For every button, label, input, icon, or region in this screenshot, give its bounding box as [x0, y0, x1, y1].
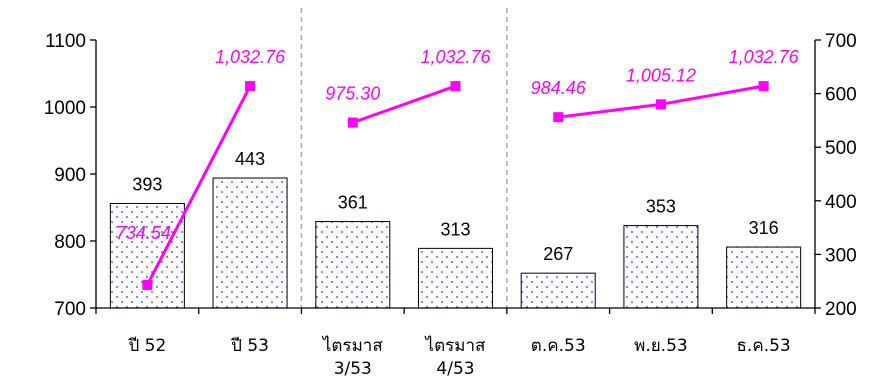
category-label-line-2-0: ไตรมาส	[321, 335, 383, 356]
right-tick-label-0: 200	[825, 299, 857, 320]
bar-2	[315, 221, 391, 309]
right-tick-label-2: 400	[825, 192, 857, 213]
line-value-label-6: 1,032.76	[729, 47, 800, 67]
bar-6	[726, 246, 802, 309]
bar-1	[212, 177, 288, 309]
category-label-line-2-1: 3/53	[334, 359, 372, 379]
right-tick-label-5: 700	[825, 31, 857, 52]
category-label-line-5-0: พ.ย.53	[634, 336, 688, 356]
bar-4	[520, 272, 596, 309]
line-series-segment-0	[146, 85, 252, 286]
bar-0	[109, 202, 185, 309]
labels-layer: 393 443 361 313 267 353 316 734.54 1,032.76 975.3…	[116, 47, 800, 264]
line-marker-3	[450, 81, 461, 92]
category-label-line-3-0: ไตรมาส	[424, 335, 486, 356]
bar-value-label-1: 443	[235, 149, 265, 169]
line-value-label-4: 984.46	[531, 78, 587, 98]
bar-value-label-3: 313	[440, 219, 470, 239]
category-label-4: ต.ค.53	[531, 336, 586, 356]
line-value-label-2: 975.30	[325, 84, 380, 104]
line-layer	[142, 81, 769, 290]
line-marker-4	[553, 112, 564, 123]
left-tick-label-0: 700	[54, 299, 86, 320]
left-tick-label-3: 1000	[44, 98, 86, 119]
separators-layer	[300, 8, 508, 308]
bars-layer	[109, 177, 802, 309]
category-label-3: ไตรมาส 4/53	[424, 335, 486, 379]
right-tick-label-4: 600	[825, 85, 857, 106]
left-tick-label-4: 1100	[45, 31, 86, 52]
category-label-6: ธ.ค.53	[737, 336, 791, 356]
bar-3	[418, 247, 493, 309]
category-label-line-6-0: ธ.ค.53	[737, 336, 791, 356]
line-value-label-0: 734.54	[116, 223, 171, 243]
bar-value-label-5: 353	[646, 197, 676, 217]
bar-value-label-2: 361	[338, 193, 368, 213]
line-marker-5	[655, 99, 666, 110]
line-marker-1	[245, 81, 256, 92]
left-tick-label-1: 800	[54, 232, 86, 253]
bar-value-label-4: 267	[543, 244, 573, 264]
line-series-segment-1	[352, 84, 457, 124]
line-marker-0	[142, 279, 153, 290]
category-label-line-1-0: ปี 53	[230, 336, 269, 356]
category-label-2: ไตรมาส 3/53	[321, 335, 383, 379]
category-label-line-0-0: ปี 52	[128, 336, 167, 356]
right-tick-label-3: 500	[825, 138, 857, 159]
bar-value-label-6: 316	[749, 218, 779, 238]
line-value-label-5: 1,005.12	[626, 65, 696, 85]
line-value-label-1: 1,032.76	[215, 47, 286, 67]
line-marker-6	[758, 81, 769, 92]
category-label-line-4-0: ต.ค.53	[531, 336, 586, 356]
axes-layer: 700 800 900 1000 1100 200 300 400 500 600 700 ปี 52…	[44, 31, 857, 379]
category-label-line-3-1: 4/53	[436, 359, 474, 379]
bar-5	[623, 225, 699, 309]
right-tick-label-1: 300	[825, 245, 857, 266]
line-value-label-3: 1,032.76	[420, 47, 491, 67]
category-label-1: ปี 53	[230, 336, 269, 356]
category-label-0: ปี 52	[128, 336, 167, 356]
left-tick-label-2: 900	[54, 165, 86, 186]
category-label-5: พ.ย.53	[634, 336, 688, 356]
line-marker-2	[347, 117, 358, 128]
bar-value-label-0: 393	[132, 174, 162, 194]
